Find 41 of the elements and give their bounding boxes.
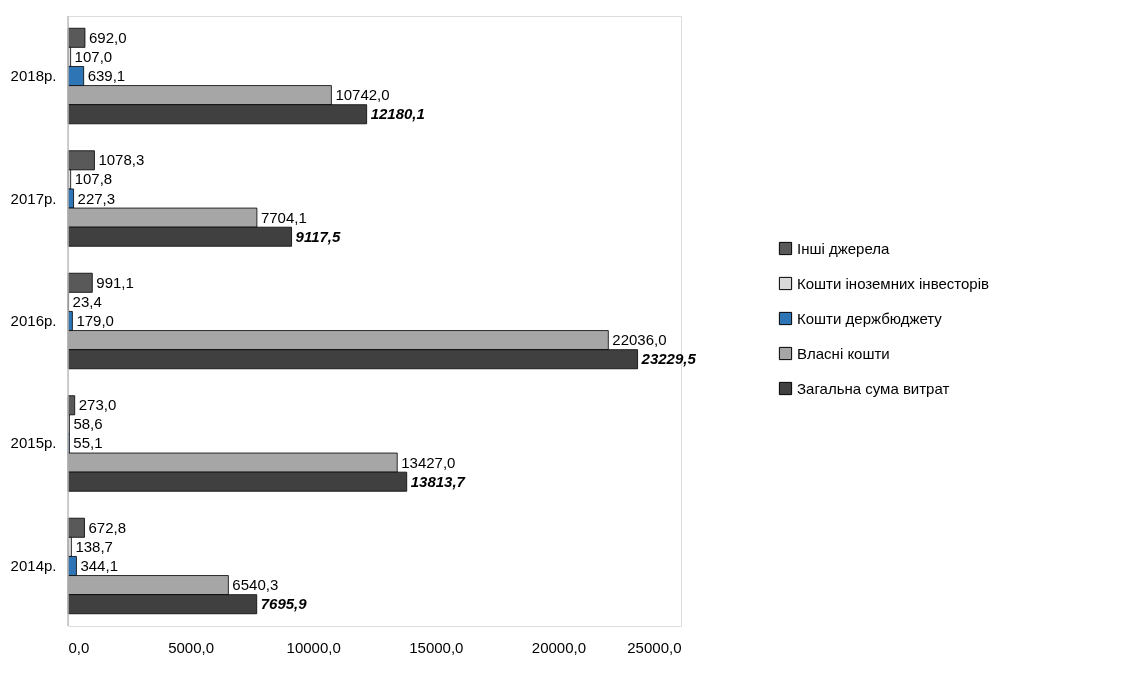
data-label: 344,1	[80, 556, 118, 574]
data-label: 692,0	[88, 28, 127, 46]
data-label: 23229,5	[640, 350, 697, 368]
data-label: 179,0	[76, 312, 114, 329]
legend-label: Загальна сума витрат	[797, 379, 950, 397]
data-label: 6540,3	[232, 576, 279, 594]
x-tick-label: 20000,0	[531, 638, 587, 656]
data-label: 13427,0	[401, 453, 456, 471]
data-label: 138,7	[75, 537, 113, 555]
x-tick-label: 0,0	[68, 638, 90, 656]
legend-label: Кошти іноземних інвесторів	[797, 274, 989, 292]
data-label: 9117,5	[295, 227, 341, 245]
data-label: 991,1	[96, 273, 134, 291]
x-tick-label: 10000,0	[286, 638, 341, 656]
y-tick-label: 2014р.	[10, 556, 57, 574]
legend-label: Інші джерела	[797, 239, 891, 257]
x-tick-label: 15000,0	[409, 638, 464, 656]
data-label: 639,1	[87, 67, 126, 85]
data-label: 10742,0	[335, 86, 390, 104]
y-tick-label: 2017р.	[10, 189, 57, 207]
legend-label: Кошти держбюджету	[797, 309, 943, 327]
x-tick-label: 5000,0	[168, 638, 215, 656]
data-label: 227,3	[77, 189, 116, 207]
data-label: 58,6	[73, 415, 103, 433]
data-label: 7704,1	[260, 208, 307, 226]
data-label: 13813,7	[410, 472, 466, 490]
data-label: 672,8	[88, 518, 127, 536]
data-label: 55,1	[73, 434, 103, 452]
data-label: 12180,1	[370, 105, 425, 123]
data-label: 107,0	[74, 47, 113, 65]
data-label: 7695,9	[260, 595, 308, 613]
x-tick-label: 25000,0	[627, 638, 682, 656]
data-label: 107,8	[74, 170, 113, 188]
y-tick-label: 2015р.	[10, 434, 57, 452]
y-tick-label: 2018р.	[10, 67, 57, 85]
data-label: 23,4	[72, 292, 102, 310]
data-label: 22036,0	[612, 331, 667, 349]
y-tick-label: 2016р.	[10, 312, 57, 329]
data-label: 273,0	[78, 396, 117, 414]
data-label: 1078,3	[98, 151, 145, 169]
legend-label: Власні кошти	[797, 344, 890, 362]
